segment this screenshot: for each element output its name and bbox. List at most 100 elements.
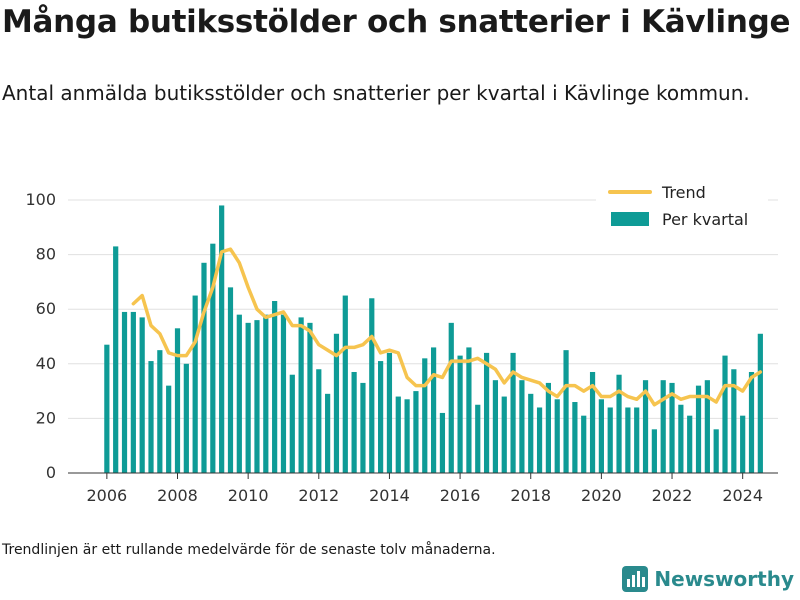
bar: [263, 314, 269, 473]
bar: [492, 380, 499, 473]
legend-bar-label: Per kvartal: [662, 210, 748, 229]
bar: [704, 380, 710, 473]
bar: [563, 350, 569, 473]
bar: [272, 301, 278, 473]
x-tick-label: 2008: [157, 486, 198, 505]
bar: [713, 429, 719, 473]
bar: [148, 361, 154, 473]
bar: [439, 412, 446, 473]
bar: [298, 317, 304, 473]
bar: [519, 380, 525, 473]
bar: [740, 415, 746, 473]
brand-logo: Newsworthy: [622, 566, 794, 592]
bar: [722, 355, 728, 473]
bar: [616, 374, 622, 473]
footnote: Trendlinjen är ett rullande medelvärde f…: [2, 542, 496, 558]
bar: [192, 295, 198, 473]
bar: [316, 369, 322, 473]
bar: [581, 415, 587, 473]
bar: [254, 320, 260, 473]
bar: [139, 317, 145, 473]
bar: [422, 358, 428, 473]
brand-name: Newsworthy: [654, 567, 794, 591]
x-tick-label: 2024: [722, 486, 763, 505]
bar: [413, 391, 419, 473]
chart-subtitle: Antal anmälda butiksstölder och snatteri…: [2, 81, 750, 105]
y-tick-label: 40: [36, 354, 56, 373]
bar: [545, 382, 551, 473]
bar: [536, 407, 543, 473]
y-tick-label: 100: [25, 190, 56, 209]
bar: [448, 322, 454, 473]
trend-line: [131, 247, 763, 407]
bar: [466, 347, 472, 473]
bar: [369, 298, 375, 473]
bar: [360, 382, 366, 473]
bar: [687, 415, 693, 473]
bar: [333, 333, 340, 473]
bar: [572, 402, 578, 473]
legend-bar-swatch: [611, 212, 649, 226]
bar: [104, 344, 110, 473]
y-tick-label: 20: [36, 408, 56, 427]
bar: [483, 352, 490, 473]
bar: [731, 369, 737, 473]
x-tick-label: 2018: [510, 486, 551, 505]
bar: [201, 262, 207, 473]
y-tick-label: 0: [46, 463, 56, 482]
bar: [342, 295, 348, 473]
bar: [395, 396, 401, 473]
bar: [748, 371, 755, 473]
legend-trend-label: Trend: [661, 183, 706, 202]
bar: [669, 382, 675, 473]
bar: [501, 396, 507, 473]
bar: [642, 380, 649, 473]
x-tick-label: 2010: [228, 486, 269, 505]
bar: [219, 205, 225, 473]
bar: [121, 311, 128, 473]
y-tick-label: 60: [36, 299, 56, 318]
bar: [325, 393, 331, 473]
x-tick-label: 2016: [440, 486, 481, 505]
bar: [130, 311, 136, 473]
bar: [351, 371, 357, 473]
bar: [510, 352, 516, 473]
bar: [430, 347, 437, 473]
bar: [457, 355, 463, 473]
x-tick-label: 2022: [652, 486, 693, 505]
bar: [678, 404, 684, 473]
bar: [307, 322, 313, 473]
bar: [280, 314, 287, 473]
bar: [210, 243, 216, 473]
bar: [157, 350, 163, 473]
bar: [245, 322, 251, 473]
chart-title: Många butiksstölder och snatterier i Käv…: [2, 4, 791, 40]
bar: [289, 374, 295, 473]
bar: [625, 407, 631, 473]
bar: [589, 371, 596, 473]
bar: [174, 328, 181, 473]
bar: [236, 314, 242, 473]
bar: [607, 407, 613, 473]
x-tick-label: 2006: [86, 486, 127, 505]
bar: [183, 363, 189, 473]
bar: [113, 246, 119, 473]
bar: [227, 287, 234, 473]
bar: [660, 380, 666, 473]
bar: [404, 399, 410, 473]
bar: [634, 407, 640, 473]
bar: [554, 399, 560, 473]
bar: [386, 352, 393, 473]
bar: [528, 393, 534, 473]
x-tick-label: 2020: [581, 486, 622, 505]
bar: [651, 429, 657, 473]
bar: [598, 399, 604, 473]
y-tick-label: 80: [36, 245, 56, 264]
chart: 0 20 40 60 80 100 2006 2008 2010 2012 2014 2016 2018…: [25, 183, 778, 505]
bar: [695, 385, 702, 473]
bar: [475, 404, 481, 473]
bar: [757, 333, 763, 473]
x-tick-label: 2014: [369, 486, 410, 505]
x-tick-label: 2012: [298, 486, 339, 505]
bar: [378, 361, 384, 473]
